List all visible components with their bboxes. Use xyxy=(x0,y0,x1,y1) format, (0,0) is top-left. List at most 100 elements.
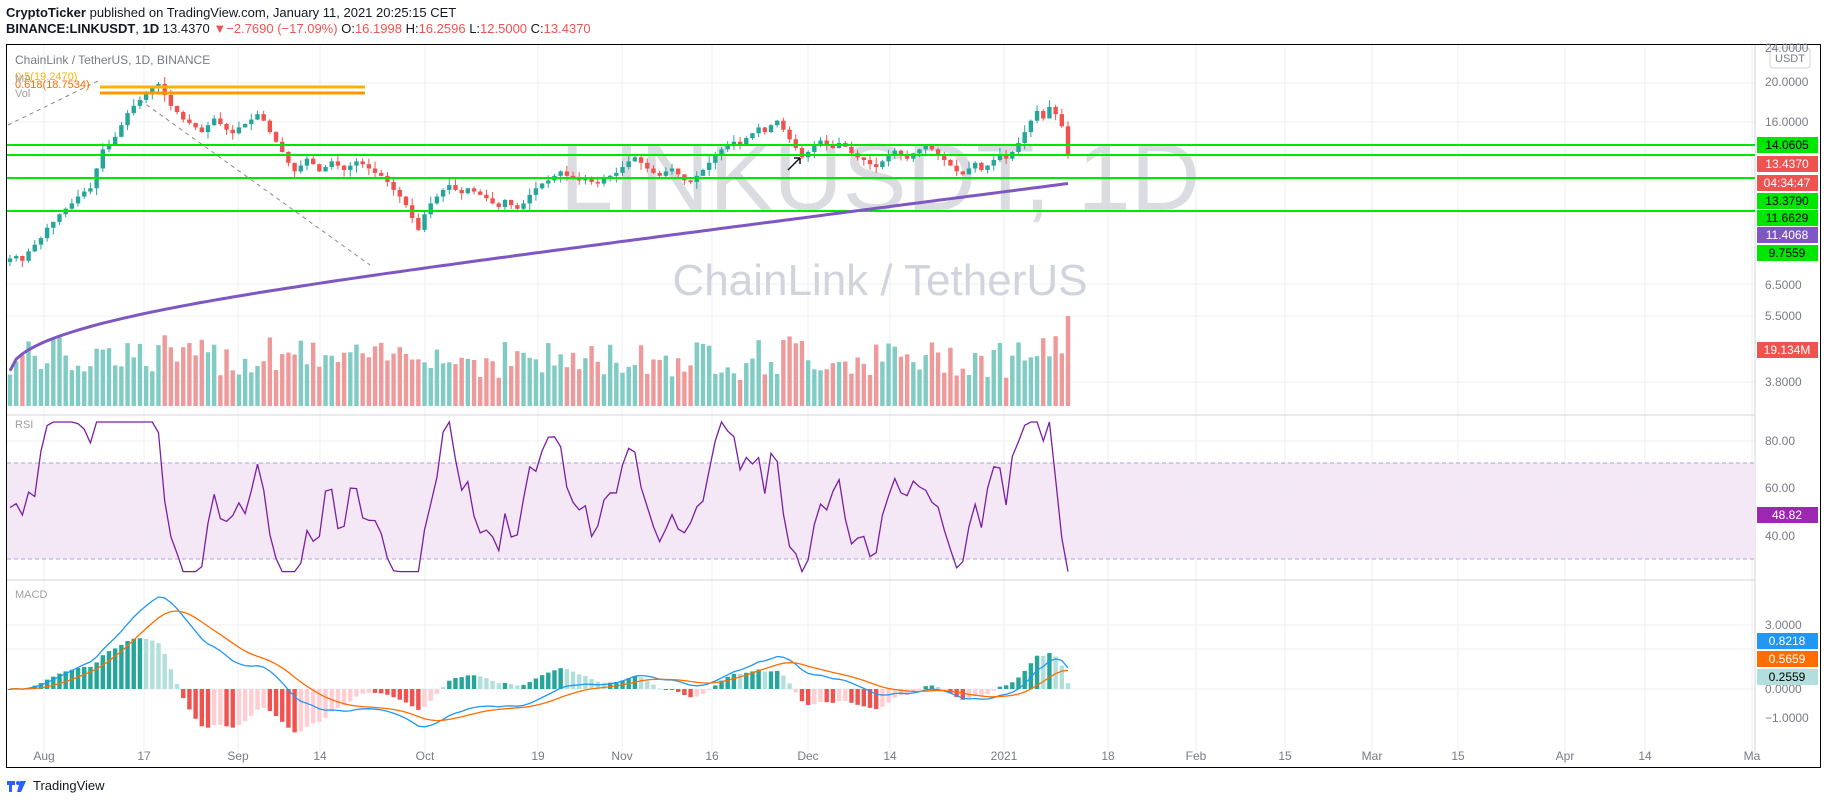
macd-hist-bar xyxy=(57,673,62,689)
candle-body xyxy=(1065,126,1071,155)
support-resistance-lines[interactable] xyxy=(7,144,1755,212)
candle-body xyxy=(546,180,551,184)
candle-body xyxy=(502,199,508,207)
macd-hist-bar xyxy=(781,675,786,689)
candle-body xyxy=(645,162,650,169)
publisher-name[interactable]: CryptoTicker xyxy=(6,5,86,20)
trend-line-down[interactable] xyxy=(139,99,371,266)
macd-hist-bar xyxy=(335,689,341,708)
candle-body xyxy=(508,199,514,206)
candle-body xyxy=(38,238,44,245)
volume-bar xyxy=(38,369,44,406)
candle-body xyxy=(762,127,768,133)
volume-bar xyxy=(348,352,353,406)
macd-hist-bar xyxy=(261,689,266,708)
volume-bar xyxy=(1016,342,1021,406)
time-tick: 15 xyxy=(1451,749,1465,763)
macd-hist-bar xyxy=(985,689,990,695)
volume-bar xyxy=(26,341,31,406)
volume-bar xyxy=(799,341,805,406)
trend-line-up[interactable] xyxy=(7,79,101,126)
footer-brand[interactable]: TradingView xyxy=(33,778,105,793)
candle-body xyxy=(793,139,798,149)
candle-body xyxy=(224,124,229,130)
macd-hist-bar xyxy=(638,677,644,689)
candle-body xyxy=(484,194,489,199)
rsi-tick: 80.00 xyxy=(1765,434,1795,448)
time-tick: 19 xyxy=(531,749,545,763)
candle-body xyxy=(972,162,978,169)
macd-hist-bar xyxy=(923,686,928,689)
volume-bar xyxy=(719,372,724,406)
chart-frame[interactable] xyxy=(6,44,1821,768)
interval: 1D xyxy=(142,21,160,36)
candle-body xyxy=(143,94,149,100)
candle-body xyxy=(335,161,341,166)
volume-bar xyxy=(818,370,823,406)
volume-bar xyxy=(849,373,854,406)
macd-hist-bar xyxy=(1041,655,1046,689)
time-tick: Sep xyxy=(227,749,249,763)
macd-hist-bar xyxy=(818,689,823,703)
candle-body xyxy=(57,214,62,222)
time-axis[interactable]: Aug 17 Sep 14 Oct 19 Nov 16 Dec 14 2021 18 Feb 15 Mar 1… xyxy=(33,749,1760,763)
volume-bar xyxy=(261,361,266,406)
price-badge xyxy=(1757,156,1818,172)
volume-bar xyxy=(391,353,396,406)
volume-bar xyxy=(44,363,50,406)
macd-hist-bar xyxy=(706,689,712,691)
macd-hist-bar xyxy=(7,689,13,690)
macd-hist-bar xyxy=(292,689,297,733)
currency-box[interactable] xyxy=(1769,47,1811,69)
volume-bar xyxy=(286,352,291,406)
volume-bar xyxy=(453,364,458,406)
macd-hist-bar xyxy=(812,689,817,705)
candle-body xyxy=(20,256,25,261)
macd-hist-bar xyxy=(645,680,650,689)
macd-hist-bar xyxy=(106,651,112,689)
candle-body xyxy=(286,151,291,163)
volume-bar xyxy=(1059,353,1065,406)
rsi-pane-label: RSI xyxy=(15,419,33,431)
candle-body xyxy=(799,148,805,158)
macd-hist-bar xyxy=(737,673,743,689)
candle-body xyxy=(69,203,75,209)
macd-hist-bar xyxy=(694,689,699,697)
volume-bar xyxy=(873,344,879,406)
volume-bar xyxy=(744,363,749,406)
volume-bar xyxy=(335,362,341,406)
rsi-badge xyxy=(1757,507,1818,523)
macd-hist-bar xyxy=(577,674,582,689)
macd-hist-bar xyxy=(558,668,563,689)
volume-bar xyxy=(533,359,539,406)
macd-hist-bar xyxy=(824,689,829,703)
volume-bar xyxy=(651,359,656,406)
volume-bar xyxy=(935,352,941,406)
candle-body xyxy=(131,105,136,114)
volume-bar xyxy=(972,352,978,406)
volume-bar xyxy=(583,358,588,406)
volume-bar xyxy=(682,371,687,406)
macd-hist-bar xyxy=(502,682,508,689)
macd-hist-bar xyxy=(762,671,768,689)
volume-bar xyxy=(750,358,755,406)
volume-bar xyxy=(434,349,440,406)
candle-body xyxy=(379,172,384,176)
price-change: −2.7690 (−17.09%) xyxy=(226,21,338,36)
price-badge-label: 14.0605 xyxy=(1765,138,1809,152)
macd-hist-bar xyxy=(756,669,761,689)
macd-hist-bar xyxy=(929,685,935,689)
macd-hist-bar xyxy=(793,689,798,693)
candle-body xyxy=(719,149,724,156)
candle-body xyxy=(447,185,452,190)
volume-bar xyxy=(230,370,235,406)
time-tick: Ma xyxy=(1744,749,1761,763)
time-tick: 18 xyxy=(1101,749,1115,763)
candle-body xyxy=(26,251,31,261)
price-badge-label: 13.3790 xyxy=(1765,194,1809,208)
volume-bar xyxy=(805,360,811,406)
time-tick: Mar xyxy=(1362,749,1383,763)
volume-bar xyxy=(143,365,149,406)
